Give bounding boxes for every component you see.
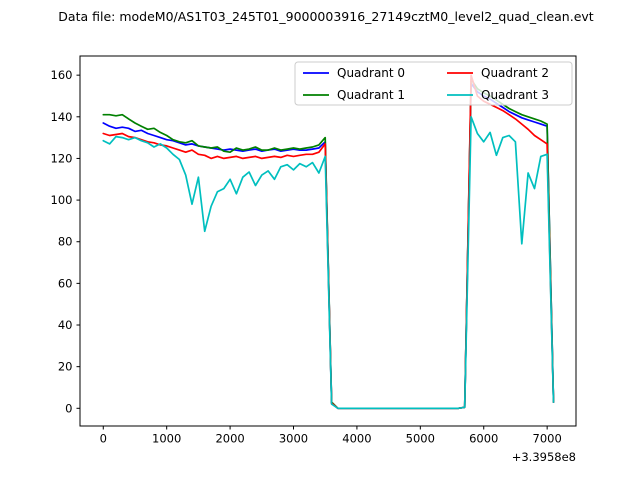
legend-item-quadrant-3: Quadrant 3 [447, 88, 549, 102]
x-tick-label: 4000 [342, 432, 371, 446]
y-tick-label: 120 [51, 151, 73, 165]
legend-box [294, 61, 573, 106]
y-tick-label: 60 [58, 276, 73, 290]
x-tick-label: 2000 [215, 432, 244, 446]
legend-label-quadrant-3: Quadrant 3 [481, 88, 549, 102]
legend-label-quadrant-0: Quadrant 0 [337, 66, 405, 80]
y-tick-label: 0 [65, 401, 72, 415]
x-tick-label: 7000 [533, 432, 562, 446]
y-tick-label: 80 [58, 235, 73, 249]
legend-item-quadrant-2: Quadrant 2 [447, 66, 549, 80]
series-line-quadrant-3 [102, 115, 555, 410]
legend-item-quadrant-1: Quadrant 1 [303, 88, 405, 102]
y-tick-label: 20 [58, 360, 73, 374]
y-tick-label: 160 [51, 68, 73, 82]
x-tick-label: 3000 [279, 432, 308, 446]
chart-title: Data file: modeM0/AS1T03_245T01_90000039… [58, 9, 594, 24]
x-tick-label: 1000 [152, 432, 181, 446]
x-tick-label: 5000 [406, 432, 435, 446]
legend-item-quadrant-0: Quadrant 0 [303, 66, 405, 80]
x-tick-label: 0 [100, 432, 107, 446]
x-tick-label: 6000 [469, 432, 498, 446]
y-tick-label: 100 [51, 193, 73, 207]
y-tick-label: 140 [51, 110, 73, 124]
x-axis-offset-label: +3.3958e8 [512, 450, 576, 464]
legend: Quadrant 0 Quadrant 1 Quadrant 2 Quadrant 3 [294, 61, 573, 106]
legend-label-quadrant-1: Quadrant 1 [337, 88, 405, 102]
series-line-quadrant-2 [102, 74, 555, 410]
legend-label-quadrant-2: Quadrant 2 [481, 66, 549, 80]
y-tick-label: 40 [58, 318, 73, 332]
axes-frame [79, 55, 577, 427]
